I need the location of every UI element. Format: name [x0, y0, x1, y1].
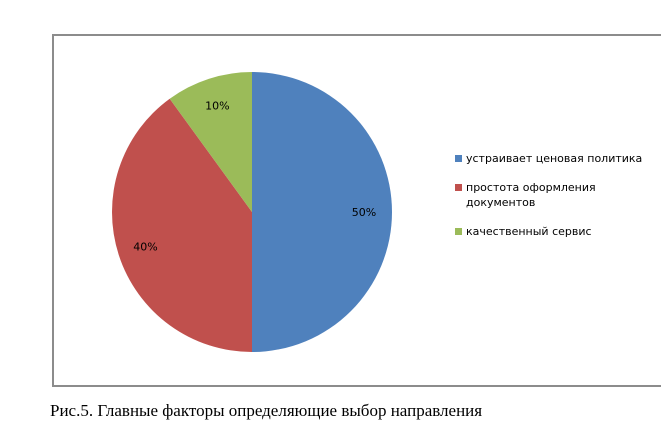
slice-data-label-1: 50% [352, 206, 376, 219]
figure-caption: Рис.5. Главные факторы определяющие выбо… [50, 401, 483, 420]
legend-item-2: простота оформления документов [455, 180, 615, 210]
legend-label-3: качественный сервис [466, 225, 592, 238]
legend-label-2: простота оформления документов [466, 181, 596, 209]
pie-slice-3 [169, 72, 252, 212]
slice-data-label-2: 40% [133, 241, 157, 254]
legend-swatch-3 [455, 228, 462, 235]
legend-item-1: устраивает ценовая политика [455, 151, 655, 166]
legend-label-1: устраивает ценовая политика [466, 152, 643, 165]
slice-data-label-3: 10% [205, 99, 229, 112]
pie-slice-1 [252, 72, 392, 352]
pie-slice-2 [111, 98, 252, 353]
legend-swatch-1 [455, 155, 462, 162]
legend-item-3: качественный сервис [455, 224, 655, 239]
legend-swatch-2 [455, 184, 462, 191]
legend: устраивает ценовая политика простота офор… [455, 151, 655, 253]
